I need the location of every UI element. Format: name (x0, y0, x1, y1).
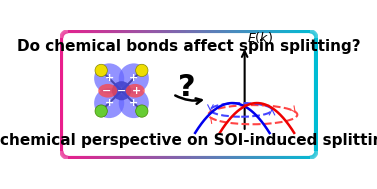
Text: +: + (132, 86, 141, 96)
Text: −: − (117, 86, 126, 96)
Ellipse shape (94, 88, 124, 118)
Text: $E$($\mathit{k}$): $E$($\mathit{k}$) (247, 30, 273, 45)
Text: ?: ? (178, 73, 195, 102)
Ellipse shape (98, 84, 117, 98)
Ellipse shape (136, 105, 148, 117)
Text: A chemical perspective on SOI-induced splitting: A chemical perspective on SOI-induced sp… (0, 133, 377, 148)
Text: −: − (102, 86, 111, 96)
Ellipse shape (112, 81, 131, 100)
Ellipse shape (119, 63, 149, 94)
Ellipse shape (126, 84, 145, 98)
Ellipse shape (136, 64, 148, 77)
Text: +: + (104, 98, 114, 108)
Ellipse shape (119, 88, 149, 118)
Ellipse shape (94, 63, 124, 94)
Ellipse shape (95, 64, 107, 77)
Text: +: + (104, 73, 114, 83)
Ellipse shape (95, 105, 107, 117)
Text: Do chemical bonds affect spin splitting?: Do chemical bonds affect spin splitting? (17, 39, 360, 54)
Text: +: + (129, 98, 138, 108)
Text: +: + (129, 73, 138, 83)
